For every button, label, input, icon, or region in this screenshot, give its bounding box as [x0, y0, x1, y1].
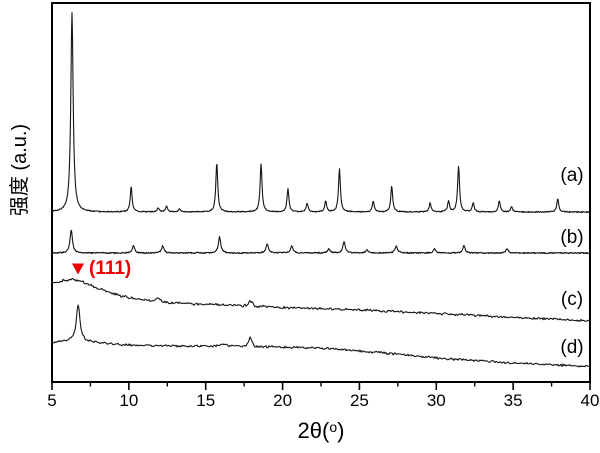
annotation-111-label: (111) — [89, 258, 131, 279]
x-tick-label: 40 — [581, 391, 600, 410]
x-tick-label: 10 — [119, 391, 138, 410]
x-axis-title-pre: 2θ( — [297, 418, 330, 443]
triangle-down-marker-icon — [72, 263, 84, 275]
xrd-curve-a — [51, 11, 591, 213]
curve-c-label: (c) — [561, 289, 583, 310]
x-tick-label: 5 — [47, 391, 56, 410]
x-axis-ticks: 5 10 15 20 25 30 35 40 — [47, 382, 599, 410]
x-tick-label: 20 — [273, 391, 292, 410]
xrd-curve-d — [51, 304, 591, 368]
x-tick-label: 35 — [504, 391, 523, 410]
x-axis-title-sup: o — [329, 419, 338, 435]
curve-b-label: (b) — [560, 227, 583, 248]
plot-frame — [51, 2, 591, 383]
x-axis-title-post: ) — [337, 418, 345, 443]
xrd-curves — [51, 11, 591, 368]
x-tick-label: 30 — [427, 391, 446, 410]
x-tick-label: 15 — [196, 391, 215, 410]
xrd-curve-c — [51, 277, 591, 322]
x-axis-title: 2θ(o) — [52, 418, 590, 444]
curve-a-label: (a) — [560, 165, 583, 186]
xrd-curve-b — [51, 229, 591, 255]
x-tick-label: 25 — [350, 391, 369, 410]
curve-d-label: (d) — [560, 337, 583, 358]
